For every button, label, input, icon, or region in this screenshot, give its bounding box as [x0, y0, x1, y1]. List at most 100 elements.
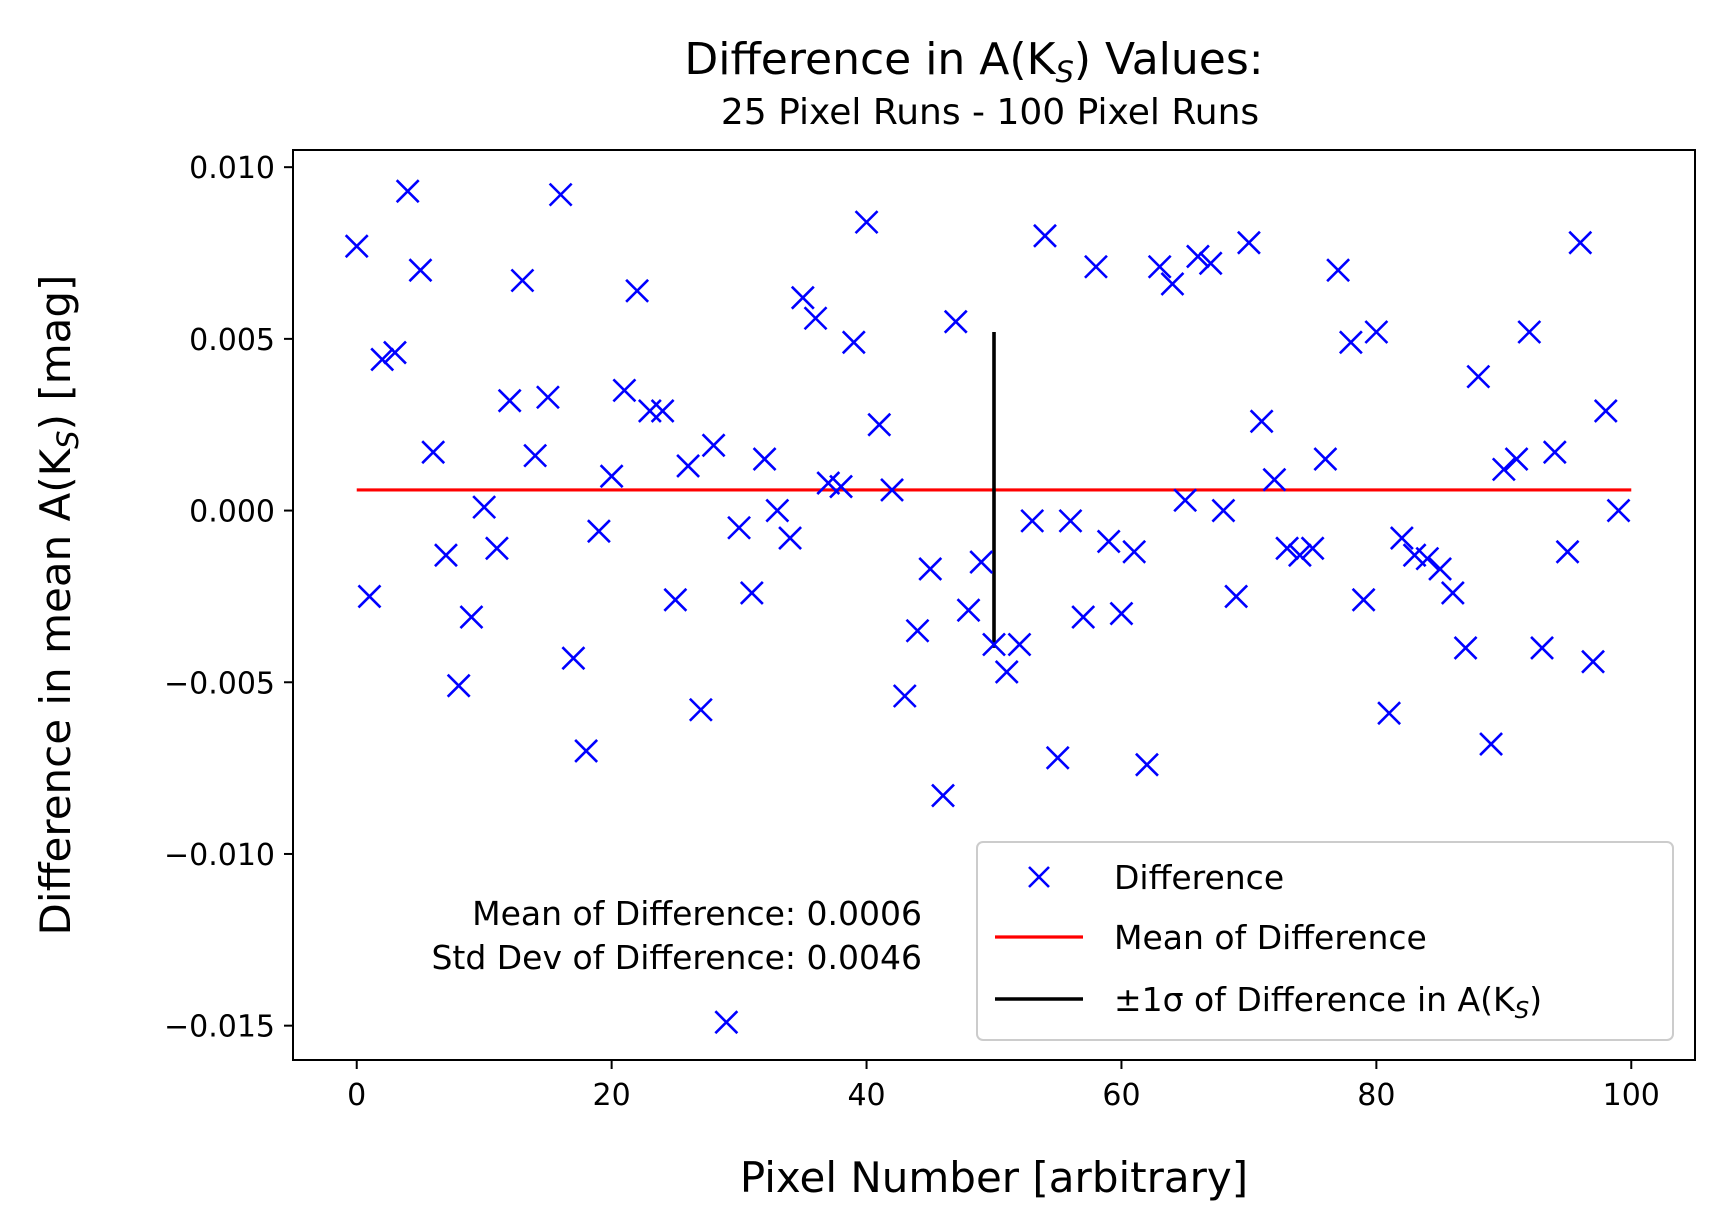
data-point [344, 234, 369, 259]
y-tick-label: −0.010 [164, 838, 275, 873]
data-point [1249, 409, 1274, 434]
legend-label-mean: Mean of Difference [1114, 918, 1427, 957]
data-point [1313, 447, 1338, 471]
data-point [637, 399, 662, 423]
data-point [1186, 244, 1210, 269]
data-point [1530, 636, 1554, 660]
data-point [663, 587, 688, 612]
data-point [1542, 440, 1567, 465]
data-point [1211, 498, 1236, 523]
data-point [829, 474, 853, 499]
data-point [395, 179, 420, 204]
data-point [1466, 364, 1491, 389]
data-point [1479, 732, 1503, 756]
legend-marker-difference [1028, 866, 1050, 888]
data-point [727, 515, 752, 540]
data-point [714, 1010, 739, 1035]
data-point [574, 739, 599, 763]
data-point [1606, 498, 1631, 523]
data-point [1147, 254, 1172, 279]
data-point [459, 605, 484, 629]
data-point [701, 433, 726, 458]
data-point [408, 258, 433, 283]
data-point [1364, 320, 1389, 344]
data-point [370, 347, 395, 372]
data-point [523, 443, 548, 468]
data-point [1555, 539, 1580, 564]
scatter-markers [344, 179, 1631, 1035]
x-tick-label: 20 [593, 1078, 631, 1113]
data-point [1033, 223, 1057, 248]
data-point [765, 498, 790, 523]
data-point [1351, 587, 1376, 612]
plot-frame [292, 149, 1696, 1061]
data-point [535, 385, 560, 410]
data-point [892, 684, 917, 708]
data-point [421, 440, 446, 465]
annotation-stddev: Std Dev of Difference: 0.0046 [431, 938, 922, 977]
data-point [1020, 508, 1045, 533]
data-point [472, 495, 497, 520]
data-point [688, 697, 713, 722]
data-point [1084, 254, 1108, 279]
x-axis-ticks: 0 20 40 60 80 100 [347, 1060, 1660, 1113]
data-point [790, 285, 815, 310]
data-point [599, 464, 624, 489]
x-tick-label: 100 [1603, 1078, 1660, 1113]
data-point [880, 478, 904, 502]
data-point [994, 660, 1019, 684]
data-point [497, 388, 522, 413]
x-tick-label: 40 [847, 1078, 885, 1113]
chart-title: Difference in A(KS) Values: [684, 34, 1263, 89]
x-tick-label: 0 [347, 1078, 366, 1113]
data-point [739, 581, 764, 605]
data-point [905, 618, 930, 643]
data-point [1236, 230, 1261, 255]
data-point [1593, 399, 1618, 423]
data-point [1581, 649, 1605, 674]
data-point [1287, 543, 1312, 568]
data-point [1389, 526, 1414, 550]
data-point [1045, 745, 1070, 770]
data-point [1198, 251, 1223, 276]
data-point [1300, 536, 1325, 561]
x-tick-label: 60 [1102, 1078, 1140, 1113]
data-point [982, 632, 1006, 657]
y-tick-label: −0.015 [164, 1010, 275, 1045]
legend-box [976, 841, 1674, 1041]
data-point [357, 584, 382, 609]
y-axis-label: Difference in mean A(KS) [mag] [31, 275, 85, 936]
data-point [1338, 330, 1363, 355]
data-point [867, 412, 892, 437]
data-point [931, 783, 955, 808]
data-point [1491, 457, 1516, 482]
annotation-mean: Mean of Difference: 0.0006 [472, 894, 922, 933]
data-point [446, 673, 471, 698]
data-point [1504, 447, 1529, 471]
data-point [1007, 632, 1032, 657]
data-point [752, 447, 777, 471]
data-point [383, 340, 407, 365]
data-point [1071, 605, 1096, 629]
data-point [1415, 546, 1440, 571]
y-tick-label: 0.010 [189, 151, 275, 186]
data-point [1262, 467, 1287, 492]
data-point [1275, 536, 1300, 561]
data-point [1517, 320, 1542, 344]
data-point [778, 526, 802, 550]
data-point [1453, 636, 1478, 660]
data-point [803, 306, 828, 331]
data-point [1440, 581, 1465, 605]
data-point [485, 536, 509, 561]
data-point [1428, 557, 1453, 581]
data-point [650, 399, 675, 423]
data-point [1173, 488, 1198, 513]
data-point [586, 519, 611, 544]
data-point [1109, 601, 1134, 626]
legend: Difference Mean of Difference ±1σ of Dif… [976, 841, 1674, 1041]
legend-label-sigma: ±1σ of Difference in A(KS) [1114, 980, 1542, 1024]
data-point [918, 557, 943, 581]
y-tick-label: −0.005 [164, 666, 275, 701]
data-point [1096, 529, 1121, 554]
